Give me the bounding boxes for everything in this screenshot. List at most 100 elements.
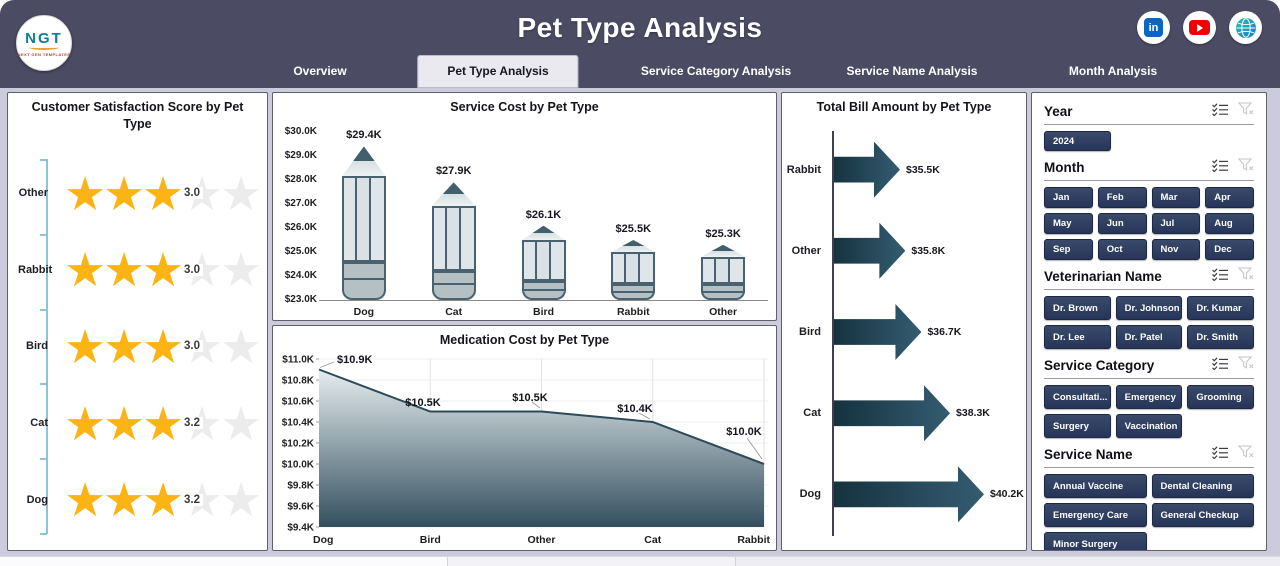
filter-option-nov[interactable]: Nov — [1151, 239, 1201, 260]
filter-header-icons — [1212, 356, 1254, 375]
pencil-body — [521, 240, 566, 282]
filter-option-feb[interactable]: Feb — [1097, 187, 1147, 208]
filter-option-dr-lee[interactable]: Dr. Lee — [1044, 325, 1111, 349]
filter-option-surgery[interactable]: Surgery — [1044, 414, 1111, 438]
filter-option-vaccination[interactable]: Vaccination — [1115, 414, 1183, 438]
star-filled-icon: ★ — [142, 473, 185, 527]
filter-options-grid: 2024 — [1044, 131, 1254, 151]
page-title: Pet Type Analysis — [517, 12, 763, 43]
filter-option-may[interactable]: May — [1044, 213, 1093, 234]
tab-month-analysis[interactable]: Month Analysis — [1068, 64, 1158, 78]
pencil-body — [611, 252, 656, 284]
section-divider — [1044, 124, 1254, 125]
select-all-icon[interactable] — [1212, 158, 1228, 177]
tab-service-name-analysis[interactable]: Service Name Analysis — [846, 64, 978, 78]
category-label: Dog — [26, 493, 48, 506]
filter-option-dr-brown[interactable]: Dr. Brown — [1044, 296, 1111, 320]
filter-option-emergency-care[interactable]: Emergency Care — [1044, 503, 1147, 527]
section-divider — [1044, 467, 1254, 468]
data-label: $27.9K — [435, 165, 472, 178]
filter-option-consultati-[interactable]: Consultati... — [1044, 385, 1111, 409]
y-tick-label: $10.0K — [282, 460, 315, 471]
clear-filter-icon[interactable] — [1237, 158, 1254, 177]
select-all-icon[interactable] — [1212, 445, 1228, 464]
filter-option-jun[interactable]: Jun — [1097, 213, 1147, 234]
filter-option-dr-johnson[interactable]: Dr. Johnson — [1115, 296, 1183, 320]
website-globe-icon[interactable] — [1229, 11, 1262, 44]
chart-title: Customer Satisfaction Score by Pet Type — [31, 100, 244, 131]
category-label: Bird — [799, 326, 821, 338]
satisfaction-row: Rabbit ★★★★★3.0 — [18, 232, 263, 309]
star-filled-icon: ★ — [64, 166, 107, 220]
rating-value: 3.0 — [181, 263, 203, 276]
clear-filter-icon[interactable] — [1237, 356, 1254, 375]
filter-option-annual-vaccine[interactable]: Annual Vaccine — [1044, 474, 1147, 498]
data-label: $29.4K — [346, 129, 382, 142]
filter-section-title: Service Name — [1044, 447, 1133, 462]
filter-header-icons — [1212, 102, 1254, 121]
filter-option-dental-cleaning[interactable]: Dental Cleaning — [1151, 474, 1254, 498]
axis-tick — [40, 308, 47, 311]
select-all-icon[interactable] — [1212, 356, 1228, 375]
logo-subtext: NEXT GEN TEMPLATES — [17, 51, 71, 57]
filter-section-title: Service Category — [1044, 358, 1155, 373]
filter-section-header: Month — [1044, 157, 1254, 178]
filter-option-oct[interactable]: Oct — [1097, 239, 1147, 260]
category-label: Other — [18, 187, 48, 200]
filter-options-grid: Annual Vaccine Dental Cleaning Emergency C… — [1044, 474, 1254, 550]
star-empty-icon: ★ — [220, 319, 263, 373]
filter-option-dr-kumar[interactable]: Dr. Kumar — [1187, 296, 1254, 320]
filter-option-dec[interactable]: Dec — [1205, 239, 1254, 260]
arrow-bar-row: Other $35.8K — [782, 210, 1024, 291]
filter-option-jul[interactable]: Jul — [1151, 213, 1201, 234]
filter-option-sep[interactable]: Sep — [1044, 239, 1093, 260]
filter-option-jan[interactable]: Jan — [1044, 187, 1093, 208]
filter-option-mar[interactable]: Mar — [1151, 187, 1201, 208]
youtube-icon[interactable] — [1183, 11, 1216, 44]
y-tick-label: $11.0K — [282, 355, 314, 366]
arrow-bar-rows: Rabbit $35.5K Other $35.8K Bird $36.7K Cat $38.… — [782, 129, 1024, 535]
filter-option-2024[interactable]: 2024 — [1044, 131, 1111, 151]
clear-filter-icon[interactable] — [1237, 267, 1254, 286]
filter-options-grid: Consultati... Emergency Grooming Surgery Vac… — [1044, 385, 1254, 438]
y-tick-label: $30.0K — [284, 126, 317, 137]
category-label: Cat — [803, 407, 821, 420]
filter-option-dr-patel[interactable]: Dr. Patel — [1115, 325, 1183, 349]
clear-filter-icon[interactable] — [1237, 102, 1254, 121]
y-tick-label: $24.0K — [284, 270, 317, 281]
pencil-tip — [521, 225, 566, 241]
axis-tick — [40, 458, 47, 461]
rating-value: 3.0 — [181, 340, 203, 353]
pencil-ferrule — [431, 270, 476, 283]
tab-overview[interactable]: Overview — [293, 64, 347, 78]
linkedin-icon[interactable]: in — [1137, 11, 1170, 44]
filter-option-dr-smith[interactable]: Dr. Smith — [1187, 325, 1254, 349]
star-empty-icon: ★ — [220, 243, 263, 297]
filter-option-grooming[interactable]: Grooming — [1187, 385, 1254, 409]
pencil-body — [341, 176, 386, 262]
filter-option-aug[interactable]: Aug — [1205, 213, 1254, 234]
tab-pet-type-analysis[interactable]: Pet Type Analysis — [417, 55, 579, 88]
clear-filter-icon[interactable] — [1237, 445, 1254, 464]
data-label: $10.4K — [617, 403, 653, 415]
filter-options-grid: Dr. Brown Dr. Johnson Dr. Kumar Dr. Lee Dr. … — [1044, 296, 1254, 349]
select-all-icon[interactable] — [1212, 267, 1228, 286]
tab-service-category-analysis[interactable]: Service Category Analysis — [640, 64, 792, 78]
filter-option-minor-surgery[interactable]: Minor Surgery — [1044, 532, 1147, 550]
filter-option-apr[interactable]: Apr — [1205, 187, 1254, 208]
pencil-tip — [701, 244, 746, 257]
data-label: $38.3K — [956, 407, 990, 420]
filter-option-emergency[interactable]: Emergency — [1115, 385, 1183, 409]
social-links: in — [1137, 11, 1262, 44]
data-label: $40.2K — [990, 488, 1024, 501]
arrow-bar-row: Bird $36.7K — [782, 291, 1024, 372]
y-tick-label: $10.4K — [282, 418, 315, 429]
x-tick-label: Bird — [533, 306, 554, 318]
filter-header-icons — [1212, 267, 1254, 286]
axis-tick — [40, 533, 47, 535]
select-all-icon[interactable] — [1212, 102, 1228, 121]
filter-option-general-checkup[interactable]: General Checkup — [1151, 503, 1254, 527]
arrow-bar — [834, 385, 950, 441]
arrow-bar-row: Rabbit $35.5K — [782, 129, 1024, 210]
data-label: $10.0K — [726, 426, 762, 438]
